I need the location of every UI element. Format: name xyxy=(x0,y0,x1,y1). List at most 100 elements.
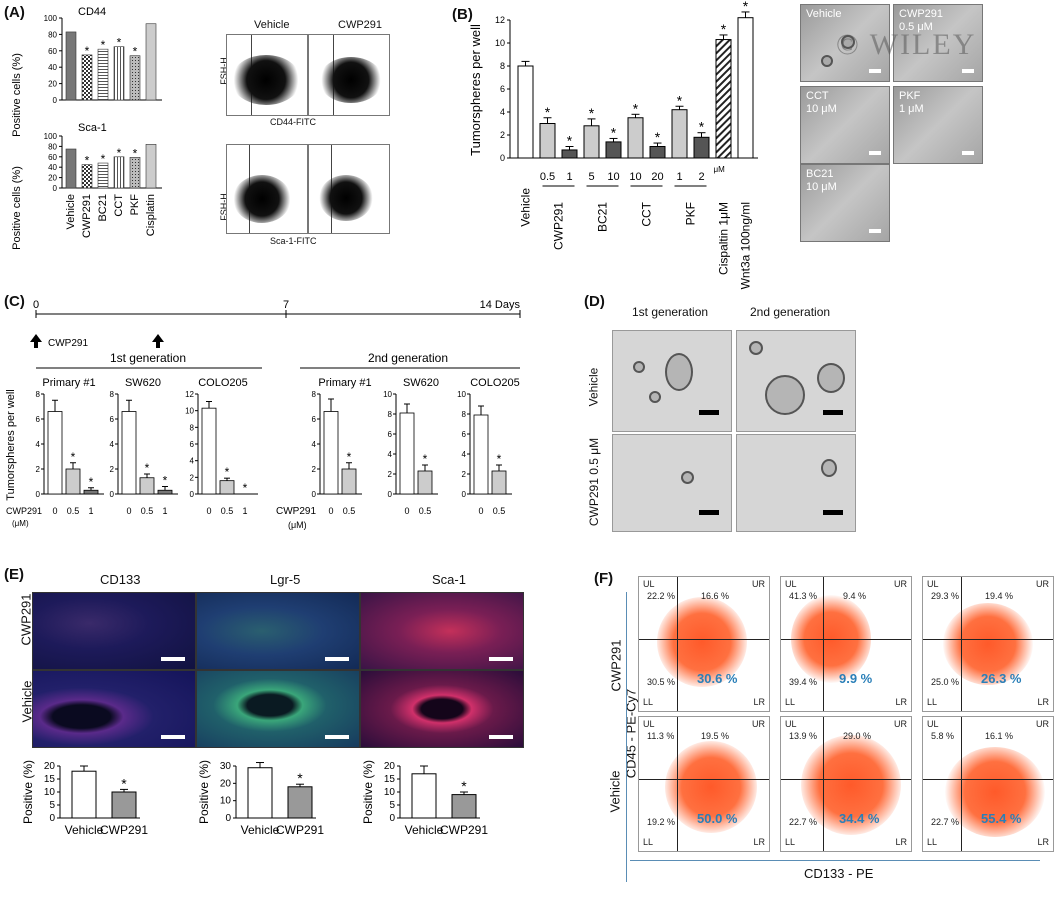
b-dose-label: 0.5 xyxy=(540,171,555,183)
e-ytick-label: 10 xyxy=(220,796,232,807)
b-micro-pkf-label: PKF 1 μM xyxy=(899,90,924,115)
b-bar xyxy=(715,39,732,159)
b-bar xyxy=(605,141,622,159)
a-xlabel-CWP291: CWP291 xyxy=(81,194,93,238)
c-ytick-label: 6 xyxy=(388,430,393,439)
b-ytick-label: 0 xyxy=(500,153,505,163)
a-bar-BC21 xyxy=(97,162,109,189)
e-bar xyxy=(411,773,437,819)
b-dose-label: 20 xyxy=(651,171,663,183)
b-micro-bc21-label: BC21 10 μM xyxy=(806,168,837,193)
a-ytick-label: 80 xyxy=(48,142,57,151)
f-ll-value: 22.7 % xyxy=(789,817,818,827)
b-sig-star: * xyxy=(677,92,683,108)
b-bar xyxy=(671,109,688,159)
f-gate-v xyxy=(677,717,678,851)
e-sig-star: * xyxy=(461,778,467,794)
c-ytick-label: 8 xyxy=(312,390,317,399)
a-bar-CCT xyxy=(113,46,125,101)
panel-d-images: 1st generation 2nd generation Vehicle CW… xyxy=(580,290,880,540)
f-gate-h xyxy=(639,779,769,780)
c-ytick-label: 0 xyxy=(312,490,317,499)
a-sca1-title: Sca-1 xyxy=(78,122,107,134)
c-timeline-day: 14 Days xyxy=(480,299,521,311)
f-ul-corner: UL xyxy=(643,719,655,729)
c-ytick-label: 6 xyxy=(312,415,317,424)
b-sig-star: * xyxy=(633,100,639,116)
c-sig-star: * xyxy=(89,475,94,489)
c-ytick-label: 0 xyxy=(388,490,393,499)
e-xlabel: CWP291 xyxy=(440,823,488,837)
b-ytick-label: 4 xyxy=(500,107,505,117)
a-sig-star: * xyxy=(117,36,122,50)
c-ytick-label: 4 xyxy=(312,440,317,449)
c-bar xyxy=(139,477,155,495)
a-ytick-label: 100 xyxy=(44,132,58,141)
a-sca1-ylabel: Positive cells (%) xyxy=(11,166,23,250)
f-gate-h xyxy=(639,639,769,640)
f-row-vehicle: Vehicle xyxy=(607,770,623,813)
f-ul-value: 41.3 % xyxy=(789,591,818,601)
e-xlabel: Vehicle xyxy=(65,823,104,837)
a-flow-x-cd44: CD44-FITC xyxy=(270,117,317,127)
a-xlabel-Vehicle: Vehicle xyxy=(65,194,77,229)
c-ytick-label: 6 xyxy=(190,440,195,449)
panel-e-bar-charts: Positive (%) 0 5 10 15 20 Vehicle * CWP291 Positi… xyxy=(21,760,488,837)
a-ytick-label: 60 xyxy=(48,47,57,56)
f-ur-value: 19.4 % xyxy=(985,591,1014,601)
c-chart-title: Primary #1 xyxy=(318,377,371,389)
e-sig-star: * xyxy=(297,770,303,786)
b-micro-cwp291-label: CWP291 0.5 μM xyxy=(899,8,944,33)
b-micro-pkf: PKF 1 μM xyxy=(893,86,983,164)
e-ytick-label: 0 xyxy=(389,813,395,824)
b-group-label: Cispaltin 1μM xyxy=(717,202,731,275)
c-sig-star: * xyxy=(423,452,428,466)
c-ytick-label: 2 xyxy=(36,465,41,474)
b-dose-label: 5 xyxy=(588,171,594,183)
f-ll-corner: LL xyxy=(785,837,796,847)
e-img-sca1-cwp291 xyxy=(360,592,524,670)
c-xtick-label: 0 xyxy=(206,506,211,516)
c-ytick-label: 8 xyxy=(110,390,115,399)
f-ll-corner: LL xyxy=(643,697,654,707)
f-lr-corner: LR xyxy=(895,697,907,707)
b-group-label: Wnt3a 100ng/ml xyxy=(739,202,753,289)
a-ytick-label: 20 xyxy=(48,80,57,89)
c-arrow-stem xyxy=(156,342,160,348)
c-sig-star: * xyxy=(163,474,168,488)
f-xaxis: CD133 - PE xyxy=(804,866,874,881)
d-row1: Vehicle xyxy=(586,367,601,407)
b-micro-bc21: BC21 10 μM xyxy=(800,164,890,242)
a-ytick-label: 0 xyxy=(53,96,58,105)
a-sig-star: * xyxy=(117,146,122,160)
a-bar-PKF xyxy=(129,157,141,189)
f-lr-corner: LR xyxy=(753,837,765,847)
a-scatter-cd44-cwp291 xyxy=(308,34,390,116)
a-bar-CCT xyxy=(113,156,125,189)
a-ytick-label: 20 xyxy=(48,174,57,183)
e-bar xyxy=(247,767,273,819)
b-micro-cct: CCT 10 μM xyxy=(800,86,890,164)
b-micro-vehicle-label: Vehicle xyxy=(806,8,842,20)
a-bar-Cisplatin xyxy=(145,144,157,189)
b-dose-label: 1 xyxy=(566,171,572,183)
e-bar xyxy=(287,786,313,819)
f-lr-value: 26.3 % xyxy=(981,671,1022,686)
a-scatter-sca1-cwp291 xyxy=(308,144,390,234)
panel-a-flow-plots: Vehicle CWP291 FSH-H FSH-H CD44-FITC Sca… xyxy=(210,4,450,294)
a-scatter-sca1-vehicle xyxy=(226,144,308,234)
f-ur-corner: UR xyxy=(752,579,765,589)
e-img-cd133-vehicle xyxy=(32,670,196,748)
b-bar xyxy=(539,123,556,159)
e-xlabel: CWP291 xyxy=(100,823,148,837)
c-ytick-label: 4 xyxy=(110,440,115,449)
b-sig-star: * xyxy=(699,119,705,135)
c-sig-star: * xyxy=(71,450,76,464)
b-sig-star: * xyxy=(545,104,551,120)
f-flow-plot-2: UL UR LL LR 41.3 % 9.4 % 39.4 % 9.9 % xyxy=(780,576,912,712)
a-xlabel-Cisplatin: Cisplatin xyxy=(145,194,157,236)
f-ul-value: 29.3 % xyxy=(931,591,960,601)
b-dose-label: 1 xyxy=(676,171,682,183)
a-flow-x-sca1: Sca-1-FITC xyxy=(270,236,317,246)
